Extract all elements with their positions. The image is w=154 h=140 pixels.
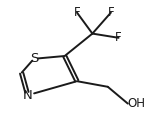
Text: F: F bbox=[107, 6, 114, 19]
Text: F: F bbox=[74, 6, 80, 19]
Text: N: N bbox=[23, 89, 33, 102]
Text: OH: OH bbox=[128, 97, 146, 110]
Text: F: F bbox=[115, 31, 122, 44]
Text: S: S bbox=[30, 52, 38, 65]
